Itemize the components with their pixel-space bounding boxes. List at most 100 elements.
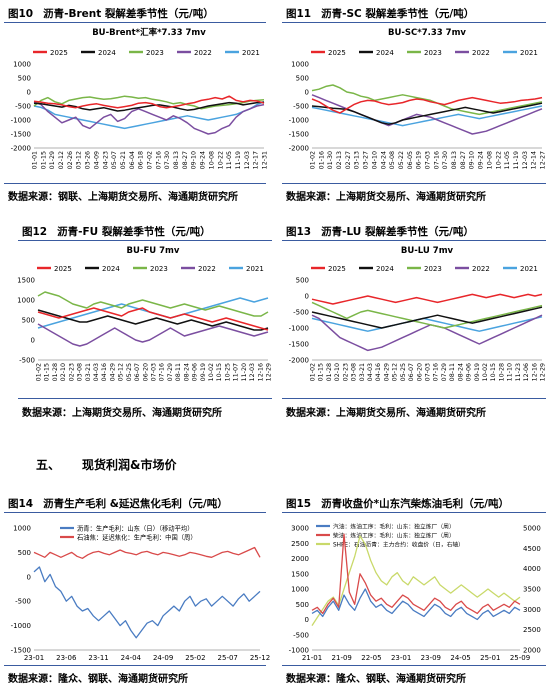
x-tick-label: 10-02 [208,363,215,381]
x-tick-label: 10-15 [216,363,223,381]
x-tick-label: 07-02 [147,151,154,169]
chart-price-vs-refining-margin: 汽油：炼油工序：毛利：山东：独立炼厂（周）柴油：炼油工序：毛利：山东：独立炼厂（… [289,523,541,663]
series-line-2024 [37,309,269,331]
x-tick-label: 10-08 [208,151,215,169]
y2-tick-label: 2000 [523,647,541,655]
x-tick-label: 25-01 [480,654,500,662]
x-tick-label: 11-23 [515,363,522,381]
legend-entry: 2022 [472,265,490,273]
x-tick-label: 21-01 [302,654,322,662]
y-tick-label: -1000 [11,622,31,630]
x-tick-label: 06-20 [416,363,423,381]
data-source-fig11: 数据来源：上海期货交易所、海通期货研究所 [286,192,486,203]
y-tick-label: -500 [293,103,309,111]
title-rule [4,512,266,513]
x-tick-label: 23-11 [88,654,108,662]
x-tick-label: 07-29 [441,363,448,381]
x-tick-label: 12-17 [253,151,260,169]
y-tick-label: 0 [305,293,309,301]
series-line-2021 [311,105,543,127]
y-tick-label: -500 [293,631,309,639]
title-rule [18,240,272,241]
x-tick-label: 05-25 [126,363,133,381]
y-tick-label: 2500 [291,540,309,548]
x-tick-label: 02-26 [67,151,74,169]
y-tick-label: -1000 [289,117,309,125]
x-tick-label: 04-24 [380,151,387,169]
y-tick-label: 0 [27,573,31,581]
data-source: 数据来源：隆众、钢联、海通期货研究所 [8,674,188,685]
y-tick-label: 1500 [17,277,35,285]
section-heading: 五、 现货利润&市场价 [36,458,177,472]
x-tick-label: 09-10 [469,151,476,169]
x-tick-label: 11-05 [504,151,511,169]
y-tick-label: 1000 [291,61,309,69]
y-tick-label: 500 [296,75,309,83]
x-tick-label: 02-10 [334,363,341,381]
x-tick-label: 01-15 [318,363,325,381]
legend-entry: 2023 [424,265,442,273]
y-tick-label: -1500 [11,647,31,655]
x-tick-label: 23-09 [421,654,441,662]
x-tick-label: 23-06 [56,654,77,662]
x-tick-label: 10-22 [217,151,224,169]
x-tick-label: 01-15 [44,363,51,381]
source-rule [4,183,266,184]
series-line-2023 [33,95,265,110]
legend-entry: 沥青：生产毛利：山东（日）（移动平均） [77,524,194,533]
x-tick-label: 06-18 [138,151,145,169]
y-tick-label: 1000 [13,61,31,69]
series-line-2023 [311,84,543,116]
x-tick-label: 10-22 [495,151,502,169]
chart-bu-brent: BU-Brent*汇率*7.33 7mv 2025 2024 2023 2022 2021… [11,27,269,169]
y-tick-label: 500 [296,601,309,609]
x-tick-label: 08-24 [183,363,190,381]
x-tick-label: 06-04 [129,151,136,169]
figure-title: 图10 沥青-Brent 裂解差季节性（元/吨） [8,8,214,20]
x-tick-label: 01-15 [40,151,47,169]
x-tick-label: 01-29 [49,151,56,169]
y-tick-label: -500 [15,103,31,111]
x-tick-label: 09-24 [200,151,207,169]
figure-title: 图11 沥青-SC 裂解差季节性（元/吨） [286,8,475,20]
x-tick-label: 09-10 [191,151,198,169]
data-source: 数据来源：钢联、上海期货交易所、海通期货研究所 [8,192,238,203]
x-tick-label: 11-19 [513,151,520,169]
y-tick-label: 0 [305,616,309,624]
x-tick-label: 01-02 [36,363,43,381]
series-line-2025 [37,307,269,331]
x-tick-label: 09-19 [200,363,207,381]
x-tick-label: 01-16 [318,151,325,169]
y-tick-label: 0 [27,89,31,97]
series-line-2024 [33,101,265,112]
series-line [311,535,521,626]
legend-entry: 2025 [54,265,72,273]
y-tick-label: -1500 [11,131,31,139]
x-tick-label: 03-27 [363,151,370,169]
x-tick-label: 06-19 [416,151,423,169]
y-tick-label: -500 [19,357,35,365]
series-line [311,588,521,621]
x-tick-label: 12-29 [540,363,547,381]
y-tick-label: 500 [296,277,309,285]
x-tick-label: 25-12 [250,654,270,662]
x-tick-label: 04-29 [383,363,390,381]
x-tick-label: 24-04 [121,654,142,662]
series-line [311,533,521,615]
source-rule [4,665,266,666]
x-tick-label: 05-07 [111,151,118,169]
series-line-2025 [311,96,543,114]
series-line-2021 [311,316,543,332]
x-tick-label: 03-13 [354,151,361,169]
y-tick-label: 0 [305,89,309,97]
x-tick-label: 12-03 [522,151,529,169]
series-line-2023 [311,301,543,329]
x-tick-label: 01-28 [52,363,59,381]
x-tick-label: 06-07 [408,363,415,381]
legend-entry: 2025 [328,265,346,273]
y-tick-label: 3000 [291,525,309,533]
x-tick-label: 04-16 [101,363,108,381]
x-tick-label: 02-27 [345,151,352,169]
x-tick-label: 06-05 [407,151,414,169]
x-tick-label: 07-30 [442,151,449,169]
